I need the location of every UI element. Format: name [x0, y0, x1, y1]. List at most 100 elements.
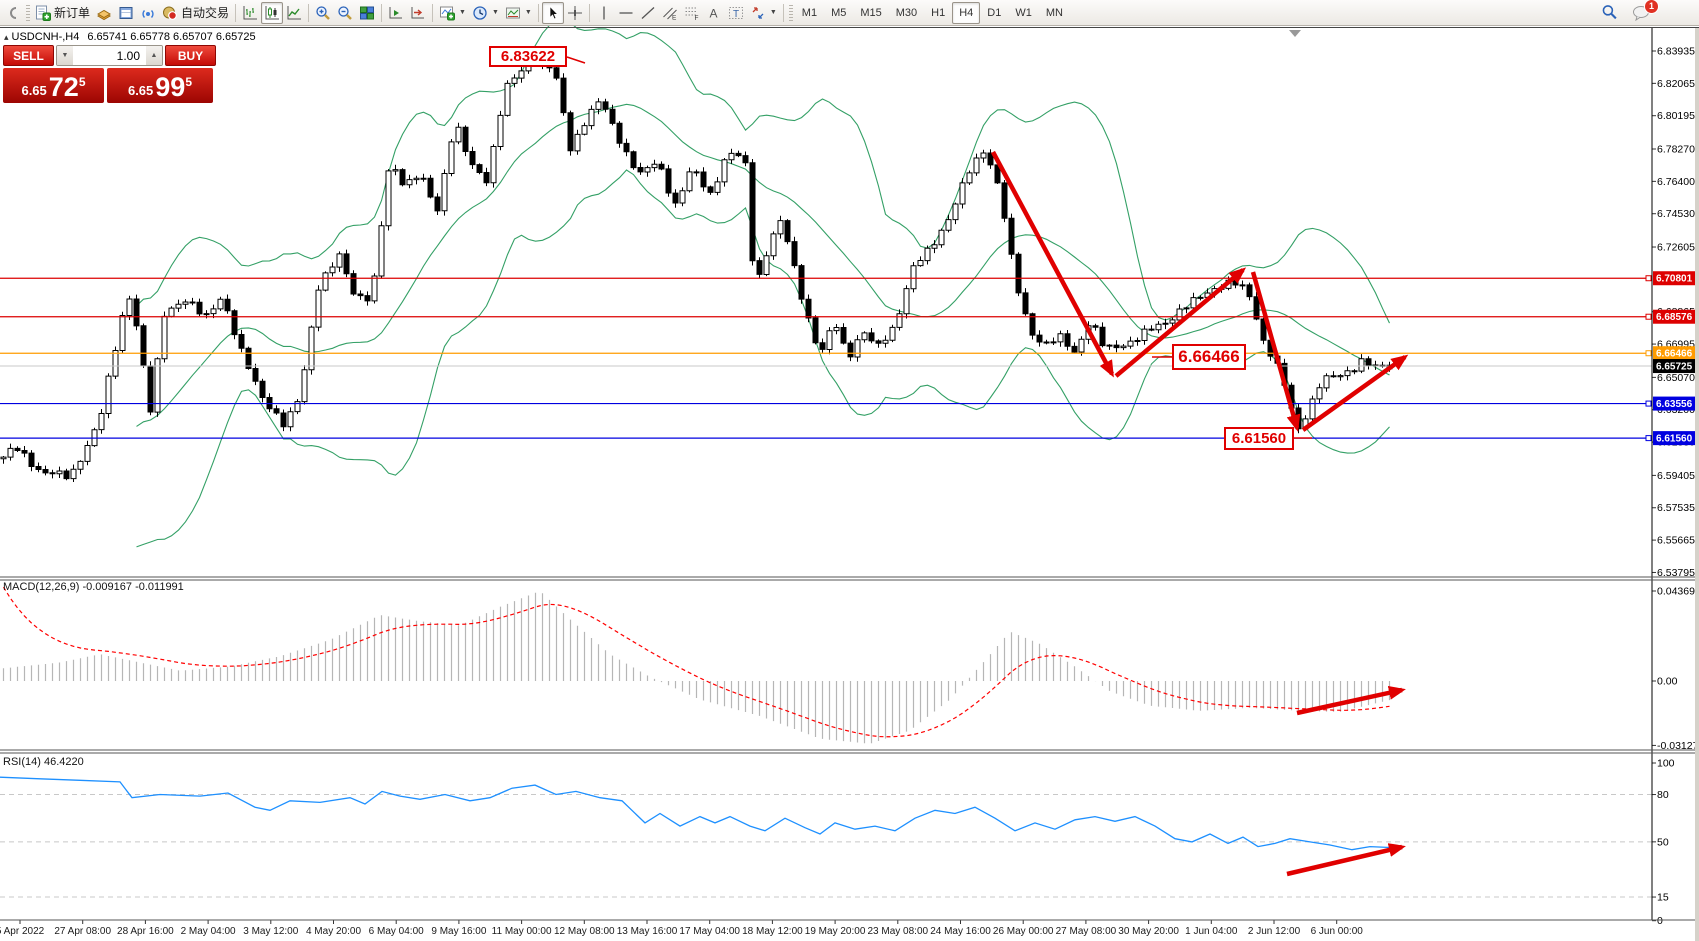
timeframe-w1-button[interactable]: W1: [1015, 6, 1032, 19]
data-window-button[interactable]: [115, 2, 137, 24]
bar-chart-mode-button[interactable]: [239, 2, 261, 24]
data-window-icon: [119, 6, 133, 19]
zoom-in-button[interactable]: [312, 2, 334, 24]
toolbar-right-group: 1: [1598, 0, 1659, 24]
timeframe-m30-button[interactable]: M30: [895, 6, 918, 19]
svg-text:6.66466: 6.66466: [1656, 349, 1693, 360]
timeframe-m15-button[interactable]: M15: [860, 6, 882, 19]
market-watch-icon: [97, 9, 112, 20]
autotrading-label: 自动交易: [181, 6, 230, 20]
zoom-out-icon: [338, 5, 352, 20]
svg-text:6.74530: 6.74530: [1657, 208, 1695, 220]
search-button[interactable]: [1598, 2, 1621, 24]
svg-text:19 May 20:00: 19 May 20:00: [805, 926, 866, 937]
sell-price-base: 6.65: [21, 83, 47, 98]
svg-text:6.68576: 6.68576: [1656, 312, 1693, 323]
one-click-trading-panel: SELL ▼ 1.00 ▲ BUY 6.65 72 5 6.65 99 5: [3, 45, 216, 103]
tile-windows-icon: [360, 6, 375, 19]
annotations[interactable]: [566, 56, 1409, 877]
svg-text:2 Jun 12:00: 2 Jun 12:00: [1248, 926, 1301, 937]
new-order-label: 新订单: [54, 6, 91, 20]
symbol-period: USDCNH-,H4: [11, 31, 80, 43]
chart-shift-button[interactable]: [407, 2, 429, 24]
svg-text:0.00: 0.00: [1657, 676, 1678, 688]
volume-increase-button[interactable]: ▲: [146, 46, 162, 65]
level-lines[interactable]: [0, 277, 1652, 439]
svg-text:50: 50: [1657, 836, 1669, 848]
new-order-button[interactable]: 新订单: [32, 2, 93, 24]
svg-text:E: E: [672, 14, 677, 21]
text-tool-button[interactable]: A: [703, 2, 725, 24]
horizontal-line-icon: [619, 11, 633, 14]
svg-text:6.53795: 6.53795: [1657, 567, 1695, 579]
svg-text:9 May 16:00: 9 May 16:00: [431, 926, 486, 937]
equidistant-channel-tool-button[interactable]: E: [659, 2, 681, 24]
autoscroll-button[interactable]: [385, 2, 407, 24]
trendline-tool-button[interactable]: [637, 2, 659, 24]
notifications-button[interactable]: 1: [1629, 0, 1659, 24]
timeframe-m1-button[interactable]: M1: [801, 6, 818, 19]
cursor-tool-button[interactable]: [541, 1, 564, 24]
zoom-in-icon: [316, 5, 330, 20]
svg-text:13 May 16:00: 13 May 16:00: [617, 926, 678, 937]
search-icon: [1602, 5, 1617, 20]
templates-button[interactable]: ▼: [502, 2, 535, 24]
clipped-edge-icon: [2, 2, 24, 24]
toolbar-handle: [788, 4, 793, 21]
price-annotation-high[interactable]: 6.83622: [489, 46, 567, 67]
signals-button[interactable]: [137, 2, 159, 24]
price-annotation-low[interactable]: 6.61560: [1224, 427, 1294, 450]
trendline-icon: [641, 6, 655, 19]
candlestick-icon: [265, 5, 280, 19]
timeframe-m5-button[interactable]: M5: [831, 6, 847, 19]
market-watch-button[interactable]: [93, 2, 115, 24]
zoom-out-button[interactable]: [334, 2, 356, 24]
text-label-tool-button[interactable]: T: [725, 2, 747, 24]
volume-decrease-button[interactable]: ▼: [57, 46, 73, 65]
svg-text:6 Jun 00:00: 6 Jun 00:00: [1311, 926, 1364, 937]
autotrading-button[interactable]: 自动交易: [159, 2, 232, 24]
fibonacci-icon: F: [685, 7, 698, 21]
fibonacci-tool-button[interactable]: F: [681, 2, 703, 24]
pane-borders[interactable]: [0, 27, 1699, 941]
timeframe-d1-button[interactable]: D1: [987, 6, 1002, 19]
line-chart-mode-button[interactable]: [283, 2, 305, 24]
periods-button[interactable]: ▼: [469, 2, 502, 24]
svg-text:1 Jun 04:00: 1 Jun 04:00: [1185, 926, 1238, 937]
notification-badge: 1: [1644, 0, 1659, 14]
timeframe-mn-button[interactable]: MN: [1045, 6, 1063, 19]
svg-text:23 May 08:00: 23 May 08:00: [867, 926, 928, 937]
svg-text:17 May 04:00: 17 May 04:00: [679, 926, 740, 937]
indicators-button[interactable]: ▼: [436, 2, 469, 24]
chevron-down-icon: ▼: [524, 9, 532, 16]
timeframe-h1-button[interactable]: H1: [931, 6, 946, 19]
price-annotation-mid[interactable]: 6.66466: [1172, 344, 1246, 370]
tile-windows-button[interactable]: [356, 2, 378, 24]
buy-button[interactable]: BUY: [165, 45, 216, 66]
clock-icon: [473, 5, 487, 20]
svg-text:5 Apr 2022: 5 Apr 2022: [0, 926, 45, 937]
toolbar-separator: [308, 3, 310, 22]
toolbar-separator: [537, 3, 539, 22]
time-axis[interactable]: 5 Apr 2022 27 Apr 08:00 28 Apr 16:00 2 May …: [0, 920, 1363, 937]
volume-spinner: ▼ 1.00 ▲: [56, 45, 163, 66]
sell-price-button[interactable]: 6.65 72 5: [3, 68, 104, 103]
buy-price-button[interactable]: 6.65 99 5: [107, 68, 213, 103]
svg-text:27 May 08:00: 27 May 08:00: [1056, 926, 1117, 937]
price-axis[interactable]: 6.83935 6.82065 6.80195 6.78270 6.76400 6.745…: [1645, 46, 1699, 579]
svg-text:0: 0: [1657, 915, 1663, 927]
horizontal-line-tool-button[interactable]: [615, 2, 637, 24]
candlestick-mode-button[interactable]: [261, 1, 284, 24]
timeframe-h4-button[interactable]: H4: [952, 1, 981, 24]
arrows-tool-button[interactable]: ▼: [747, 2, 780, 24]
svg-text:6.55665: 6.55665: [1657, 535, 1695, 547]
vertical-line-tool-button[interactable]: [593, 2, 615, 24]
chevron-down-icon: ▼: [769, 9, 777, 16]
candles: [0, 51, 1393, 482]
crosshair-tool-button[interactable]: [564, 2, 586, 24]
svg-text:6.78270: 6.78270: [1657, 144, 1695, 156]
sell-button[interactable]: SELL: [3, 45, 54, 66]
svg-text:6.80195: 6.80195: [1657, 110, 1695, 122]
volume-field[interactable]: 1.00: [73, 46, 146, 65]
